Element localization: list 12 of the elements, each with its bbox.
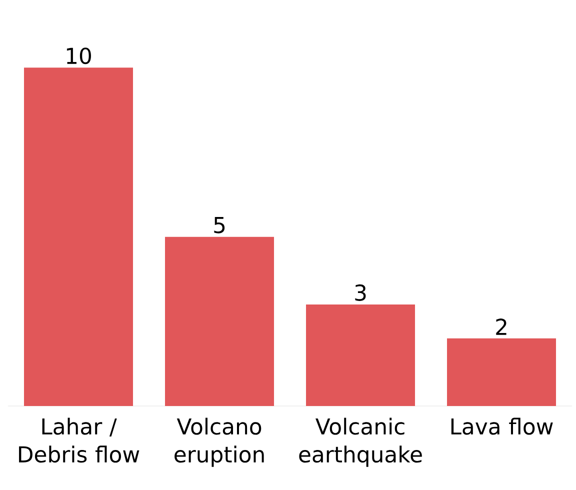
bar xyxy=(447,338,556,406)
bar xyxy=(306,304,416,406)
data-label: 5 xyxy=(214,217,225,234)
x-tick-label: Volcanic earthquake xyxy=(299,418,422,467)
x-tick-label: Lava flow xyxy=(451,418,553,435)
data-label: 2 xyxy=(496,318,506,335)
bar xyxy=(24,68,133,406)
data-label: 3 xyxy=(355,284,366,301)
bar xyxy=(165,236,274,406)
x-tick-label: Lahar / Debris flow xyxy=(19,418,140,463)
x-tick-label: Volcano eruption xyxy=(174,418,264,467)
data-label: 10 xyxy=(66,48,91,64)
